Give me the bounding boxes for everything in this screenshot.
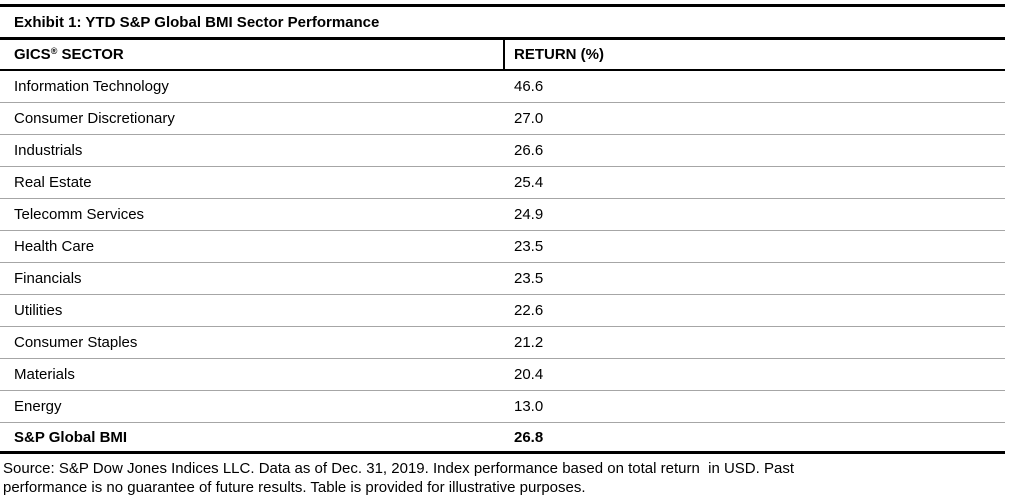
table-row: Energy 13.0 bbox=[0, 391, 1005, 423]
return-cell: 24.9 bbox=[505, 199, 1005, 230]
table-row: Industrials 26.6 bbox=[0, 135, 1005, 167]
sector-cell: Industrials bbox=[0, 135, 505, 166]
total-return-value: 26.8 bbox=[514, 428, 544, 446]
footnote-line-1: Source: S&P Dow Jones Indices LLC. Data … bbox=[3, 460, 794, 477]
table-row: Information Technology 46.6 bbox=[0, 71, 1005, 103]
sector-label: Real Estate bbox=[14, 174, 92, 191]
sector-cell: Consumer Discretionary bbox=[0, 103, 505, 134]
return-cell: 27.0 bbox=[505, 103, 1005, 134]
return-value: 22.6 bbox=[514, 302, 544, 319]
table-row: Telecomm Services 24.9 bbox=[0, 199, 1005, 231]
sector-label: Consumer Discretionary bbox=[14, 110, 175, 127]
table-row: Materials 20.4 bbox=[0, 359, 1005, 391]
table-row: Health Care 23.5 bbox=[0, 231, 1005, 263]
return-cell: 23.5 bbox=[505, 231, 1005, 262]
registered-trademark-symbol: ® bbox=[50, 46, 58, 56]
sector-label: Energy bbox=[14, 398, 62, 415]
top-rule bbox=[0, 4, 1005, 7]
return-cell: 23.5 bbox=[505, 263, 1005, 294]
return-cell: 25.4 bbox=[505, 167, 1005, 198]
sector-cell: Energy bbox=[0, 391, 505, 422]
total-sector-label: S&P Global BMI bbox=[14, 428, 128, 446]
total-return-cell: 26.8 bbox=[505, 423, 1005, 451]
sector-label: Financials bbox=[14, 270, 82, 287]
sector-label: Telecomm Services bbox=[14, 206, 145, 223]
return-value: 13.0 bbox=[514, 398, 544, 415]
footnote-line-2: performance is no guarantee of future re… bbox=[3, 479, 586, 496]
sector-label: Materials bbox=[14, 366, 75, 383]
total-sector-cell: S&P Global BMI bbox=[0, 423, 505, 451]
sector-header-rest: SECTOR bbox=[57, 46, 124, 63]
source-footnote: Source: S&P Dow Jones Indices LLC. Data … bbox=[0, 454, 1005, 497]
return-cell: 22.6 bbox=[505, 295, 1005, 326]
table-row: Financials 23.5 bbox=[0, 263, 1005, 295]
table-total-row: S&P Global BMI 26.8 bbox=[0, 423, 1005, 451]
sector-header-label: GICS® SECTOR bbox=[14, 46, 124, 63]
sector-header-base: GICS bbox=[14, 46, 51, 63]
table-row: Consumer Staples 21.2 bbox=[0, 327, 1005, 359]
sector-label: Consumer Staples bbox=[14, 334, 138, 351]
header-divider-rule bbox=[0, 69, 1005, 71]
sector-cell: Utilities bbox=[0, 295, 505, 326]
sector-label: Health Care bbox=[14, 238, 95, 255]
table-header-row: GICS® SECTOR RETURN (%) bbox=[0, 40, 1005, 69]
return-cell: 26.6 bbox=[505, 135, 1005, 166]
return-value: 24.9 bbox=[514, 206, 544, 223]
return-cell: 13.0 bbox=[505, 391, 1005, 422]
return-value: 20.4 bbox=[514, 366, 544, 383]
table-row: Utilities 22.6 bbox=[0, 295, 1005, 327]
sector-cell: Materials bbox=[0, 359, 505, 390]
sector-cell: Information Technology bbox=[0, 71, 505, 102]
return-value: 21.2 bbox=[514, 334, 544, 351]
table-row: Real Estate 25.4 bbox=[0, 167, 1005, 199]
table-body: Information Technology 46.6 Consumer Dis… bbox=[0, 71, 1005, 423]
sector-label: Utilities bbox=[14, 302, 63, 319]
return-value: 23.5 bbox=[514, 270, 544, 287]
sector-cell: Consumer Staples bbox=[0, 327, 505, 358]
sector-column-header: GICS® SECTOR bbox=[0, 40, 505, 69]
sector-cell: Health Care bbox=[0, 231, 505, 262]
return-value: 26.6 bbox=[514, 142, 544, 159]
return-cell: 46.6 bbox=[505, 71, 1005, 102]
title-divider-rule bbox=[0, 37, 1005, 40]
return-value: 27.0 bbox=[514, 110, 544, 127]
return-header-label: RETURN (%) bbox=[514, 46, 604, 63]
sector-cell: Telecomm Services bbox=[0, 199, 505, 230]
return-value: 46.6 bbox=[514, 78, 544, 95]
table-row: Consumer Discretionary 27.0 bbox=[0, 103, 1005, 135]
sector-cell: Real Estate bbox=[0, 167, 505, 198]
sector-cell: Financials bbox=[0, 263, 505, 294]
return-cell: 21.2 bbox=[505, 327, 1005, 358]
return-value: 23.5 bbox=[514, 238, 544, 255]
return-value: 25.4 bbox=[514, 174, 544, 191]
bottom-rule bbox=[0, 451, 1005, 454]
sector-label: Information Technology bbox=[14, 78, 169, 95]
exhibit-title: Exhibit 1: YTD S&P Global BMI Sector Per… bbox=[14, 13, 380, 31]
sector-label: Industrials bbox=[14, 142, 83, 159]
return-cell: 20.4 bbox=[505, 359, 1005, 390]
return-column-header: RETURN (%) bbox=[505, 40, 1005, 69]
